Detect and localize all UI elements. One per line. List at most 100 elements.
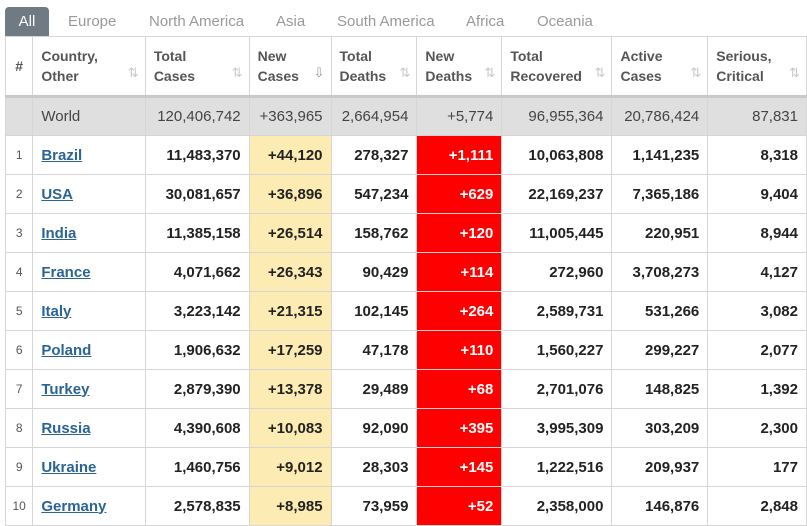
total-recovered: 2,358,000 xyxy=(501,486,613,526)
row-index: 1 xyxy=(4,135,34,175)
covid-table: # Country, Other ⇅ Total Cases ⇅ New Cases ⇩ T… xyxy=(4,36,807,526)
total-recovered: 272,960 xyxy=(501,252,613,292)
new-cases: +44,120 xyxy=(248,135,332,175)
new-cases: +10,083 xyxy=(248,408,332,448)
new-deaths: +145 xyxy=(416,447,503,487)
total-deaths: 90,429 xyxy=(330,252,418,292)
new-deaths: +114 xyxy=(416,252,503,292)
total-cases: 3,223,142 xyxy=(144,291,250,331)
table-row: 2 USA 30,081,657 +36,896 547,234 +629 22,169,2… xyxy=(4,174,807,214)
total-deaths: 102,145 xyxy=(330,291,418,331)
active-cases: 209,937 xyxy=(611,447,709,487)
total-cases: 11,385,158 xyxy=(144,213,250,253)
tab-south-america[interactable]: South America xyxy=(337,13,435,30)
country-link[interactable]: Brazil xyxy=(41,146,83,164)
new-cases: +9,012 xyxy=(248,447,332,487)
country-name: Germany xyxy=(32,486,146,526)
serious-critical: 2,848 xyxy=(707,486,807,526)
row-index: 6 xyxy=(4,330,34,370)
new-cases: +17,259 xyxy=(248,330,332,370)
active-cases: 148,825 xyxy=(611,369,709,409)
country-link[interactable]: USA xyxy=(41,185,74,203)
tab-north-america[interactable]: North America xyxy=(149,13,245,30)
active-cases: 146,876 xyxy=(611,486,709,526)
row-index: 5 xyxy=(4,291,34,331)
total-recovered: 1,560,227 xyxy=(501,330,613,370)
active-cases: 220,951 xyxy=(611,213,709,253)
total-recovered: 3,995,309 xyxy=(501,408,613,448)
table-row: 8 Russia 4,390,608 +10,083 92,090 +395 3,995,3… xyxy=(4,408,807,448)
sort-icon[interactable]: ⇅ xyxy=(594,65,606,80)
col-header-new-deaths[interactable]: New Deaths ⇅ xyxy=(416,36,503,98)
serious-critical: 177 xyxy=(707,447,807,487)
new-cases: +13,378 xyxy=(248,369,332,409)
active-cases: 303,209 xyxy=(611,408,709,448)
total-cases: 2,879,390 xyxy=(144,369,250,409)
tab-africa[interactable]: Africa xyxy=(466,13,505,30)
table-row: 9 Ukraine 1,460,756 +9,012 28,303 +145 1,222,5… xyxy=(4,447,807,487)
total-deaths: 28,303 xyxy=(330,447,418,487)
col-header-index[interactable]: # xyxy=(4,36,34,98)
country-link[interactable]: France xyxy=(41,263,91,281)
sort-icon[interactable]: ⇅ xyxy=(690,65,702,80)
region-tabs: All Europe North America Asia South Amer… xyxy=(0,0,807,38)
country-name: Turkey xyxy=(32,369,146,409)
table-row: 7 Turkey 2,879,390 +13,378 29,489 +68 2,701,07… xyxy=(4,369,807,409)
col-header-active-cases[interactable]: Active Cases ⇅ xyxy=(611,36,709,98)
country-name: France xyxy=(32,252,146,292)
new-deaths: +68 xyxy=(416,369,503,409)
sort-icon[interactable]: ⇅ xyxy=(789,65,800,80)
country-name: Brazil xyxy=(32,135,146,175)
col-header-country[interactable]: Country, Other ⇅ xyxy=(32,36,146,98)
new-deaths: +52 xyxy=(416,486,503,526)
sort-desc-icon[interactable]: ⇩ xyxy=(313,65,325,80)
country-link[interactable]: Turkey xyxy=(41,380,90,398)
country-link[interactable]: Russia xyxy=(41,419,91,437)
new-cases: +26,514 xyxy=(248,213,332,253)
sort-icon[interactable]: ⇅ xyxy=(399,65,411,80)
tab-asia[interactable]: Asia xyxy=(276,13,306,30)
total-recovered: 10,063,808 xyxy=(501,135,613,175)
tab-europe[interactable]: Europe xyxy=(68,13,117,30)
total-recovered: 2,701,076 xyxy=(501,369,613,409)
col-header-total-cases[interactable]: Total Cases ⇅ xyxy=(144,36,250,98)
table-row: 10 Germany 2,578,835 +8,985 73,959 +52 2,358,0… xyxy=(4,486,807,526)
new-cases: +26,343 xyxy=(248,252,332,292)
col-header-new-cases[interactable]: New Cases ⇩ xyxy=(248,36,332,98)
country-name: India xyxy=(32,213,146,253)
serious-critical: 1,392 xyxy=(707,369,807,409)
total-deaths: 73,959 xyxy=(330,486,418,526)
country-name: Poland xyxy=(32,330,146,370)
total-recovered: 1,222,516 xyxy=(501,447,613,487)
active-cases: 3,708,273 xyxy=(611,252,709,292)
country-link[interactable]: Germany xyxy=(41,497,107,515)
row-index: 2 xyxy=(4,174,34,214)
new-deaths: +110 xyxy=(416,330,503,370)
col-header-total-deaths[interactable]: Total Deaths ⇅ xyxy=(330,36,418,98)
country-link[interactable]: Ukraine xyxy=(41,458,97,476)
country-link[interactable]: India xyxy=(41,224,77,242)
total-deaths: 278,327 xyxy=(330,135,418,175)
country-link[interactable]: Italy xyxy=(41,302,72,320)
col-header-serious-critical[interactable]: Serious, Critical ⇅ xyxy=(707,36,807,98)
tab-oceania[interactable]: Oceania xyxy=(537,13,593,30)
tab-all[interactable]: All xyxy=(5,7,49,37)
active-cases: 299,227 xyxy=(611,330,709,370)
active-cases: 531,266 xyxy=(611,291,709,331)
total-recovered: 96,955,364 xyxy=(501,96,613,136)
sort-icon[interactable]: ⇅ xyxy=(231,65,243,80)
total-cases: 2,578,835 xyxy=(144,486,250,526)
col-header-total-recovered[interactable]: Total Recovered ⇅ xyxy=(501,36,613,98)
country-link[interactable]: Poland xyxy=(41,341,92,359)
active-cases: 20,786,424 xyxy=(611,96,709,136)
new-cases: +21,315 xyxy=(248,291,332,331)
table-row: 1 Brazil 11,483,370 +44,120 278,327 +1,111 10,… xyxy=(4,135,807,175)
new-deaths: +5,774 xyxy=(416,96,503,136)
sort-icon[interactable]: ⇅ xyxy=(127,65,139,80)
sort-icon[interactable]: ⇅ xyxy=(484,65,496,80)
serious-critical: 2,077 xyxy=(707,330,807,370)
total-deaths: 47,178 xyxy=(330,330,418,370)
serious-critical: 8,944 xyxy=(707,213,807,253)
total-cases: 11,483,370 xyxy=(144,135,250,175)
serious-critical: 3,082 xyxy=(707,291,807,331)
